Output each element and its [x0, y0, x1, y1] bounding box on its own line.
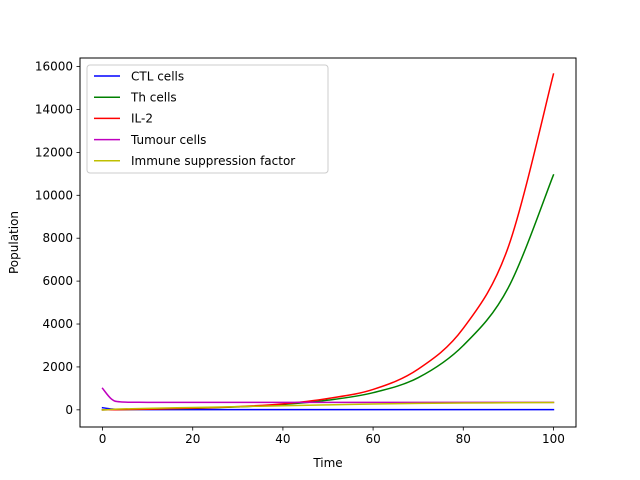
x-tick-label: 0: [99, 432, 107, 446]
x-axis-label: Time: [312, 456, 342, 470]
legend-box: [86, 64, 329, 174]
y-tick-label: 6000: [42, 274, 73, 288]
y-tick-label: 4000: [42, 317, 73, 331]
legend-label: IL-2: [131, 112, 153, 126]
y-tick-label: 12000: [35, 145, 73, 159]
series-layer: [101, 73, 555, 411]
y-tick-label: 2000: [42, 360, 73, 374]
plot-frame: [79, 57, 577, 428]
legend-label: Tumour cells: [130, 133, 206, 147]
x-tick-label: 20: [185, 432, 200, 446]
x-tick-label: 40: [275, 432, 290, 446]
y-axis: 0 2000 4000 6000 8000 10000 12000 14000 16000: [35, 60, 80, 417]
series-line-immune-suppression-factor: [101, 401, 555, 411]
y-tick-label: 10000: [35, 188, 73, 202]
x-tick-label: 80: [456, 432, 471, 446]
y-axis-label: Population: [7, 211, 21, 274]
legend-label: Immune suppression factor: [131, 154, 295, 168]
y-tick-label: 8000: [42, 231, 73, 245]
legend: CTL cells Th cells IL-2 Tumour cells Immune …: [86, 64, 329, 174]
x-tick-label: 60: [365, 432, 380, 446]
legend-label: CTL cells: [131, 69, 184, 83]
y-tick-label: 0: [65, 403, 73, 417]
x-axis: 0 20 40 60 80 100: [99, 427, 565, 446]
legend-label: Th cells: [130, 91, 177, 105]
y-tick-label: 14000: [35, 102, 73, 116]
x-tick-label: 100: [542, 432, 565, 446]
y-tick-label: 16000: [35, 60, 73, 74]
